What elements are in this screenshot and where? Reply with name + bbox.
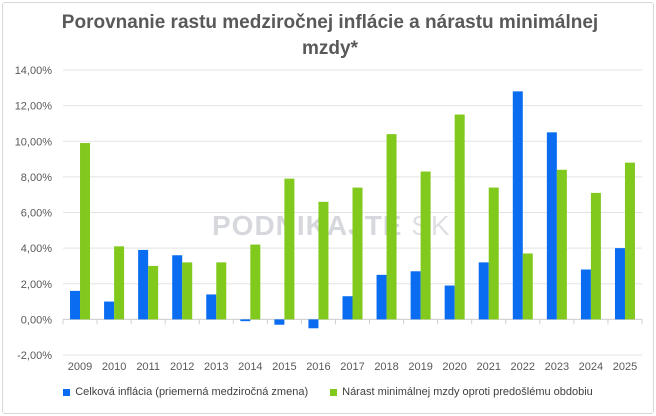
bar-wage-2015 xyxy=(284,178,295,320)
bar-wage-2019 xyxy=(420,171,431,320)
bar-wage-2025 xyxy=(624,162,635,320)
y-tick-label: -2,00% xyxy=(17,350,52,362)
bar-wage-2010 xyxy=(114,246,125,320)
y-tick-label: 14,00% xyxy=(15,65,53,77)
chart-title: Porovnanie rastu medziročnej inflácie a … xyxy=(61,12,599,59)
y-tick-label: 12,00% xyxy=(15,101,53,113)
x-tick-label: 2011 xyxy=(136,361,160,373)
bar-wage-2011 xyxy=(148,265,159,320)
x-tick-label: 2009 xyxy=(68,361,92,373)
y-tick-label: 2,00% xyxy=(21,279,52,291)
bar-inflation-2020 xyxy=(444,285,455,320)
watermark-text: PODNIKAJTE xyxy=(212,210,403,241)
bar-inflation-2019 xyxy=(410,271,421,320)
bar-inflation-2025 xyxy=(614,248,625,320)
x-tick-label: 2020 xyxy=(442,361,466,373)
legend-swatch-inflation xyxy=(63,388,71,396)
bar-inflation-2009 xyxy=(70,290,81,320)
x-tick-label: 2019 xyxy=(408,361,432,373)
bar-inflation-2024 xyxy=(580,269,591,320)
y-tick-label: 8,00% xyxy=(21,172,52,184)
y-tick-label: 4,00% xyxy=(21,243,52,255)
x-tick-label: 2012 xyxy=(170,361,194,373)
y-tick-label: 10,00% xyxy=(15,136,53,148)
legend-label-inflation: Celková inflácia (priemerná medziročná z… xyxy=(75,386,309,398)
bar-wage-2014 xyxy=(250,244,261,320)
x-tick-label: 2018 xyxy=(374,361,398,373)
bar-inflation-2012 xyxy=(172,255,183,320)
bar-wage-2017 xyxy=(352,187,363,320)
bar-wage-2012 xyxy=(182,262,193,320)
bar-wage-2018 xyxy=(386,134,397,320)
y-tick-label: 0,00% xyxy=(21,314,52,326)
bar-inflation-2021 xyxy=(478,262,489,320)
bar-wage-2022 xyxy=(522,253,533,320)
bar-wage-2020 xyxy=(454,114,465,320)
bar-inflation-2013 xyxy=(206,294,217,320)
x-tick-label: 2010 xyxy=(102,361,126,373)
bar-inflation-2023 xyxy=(546,132,557,320)
bar-inflation-2015 xyxy=(274,319,285,325)
bar-inflation-2010 xyxy=(104,301,115,320)
x-tick-label: 2025 xyxy=(613,361,637,373)
y-tick-label: 6,00% xyxy=(21,208,52,220)
bar-inflation-2016 xyxy=(308,319,319,329)
bar-inflation-2017 xyxy=(342,296,353,320)
x-tick-label: 2023 xyxy=(545,361,569,373)
x-tick-label: 2017 xyxy=(340,361,364,373)
x-tick-label: 2016 xyxy=(306,361,330,373)
bar-wage-2009 xyxy=(80,143,91,320)
x-tick-label: 2022 xyxy=(511,361,535,373)
legend-label-wage: Nárast minimálnej mzdy oproti predošlému… xyxy=(342,386,593,398)
bar-inflation-2022 xyxy=(512,91,523,320)
bar-inflation-2014 xyxy=(240,319,251,322)
bar-wage-2021 xyxy=(488,187,499,320)
x-tick-label: 2015 xyxy=(272,361,296,373)
x-tick-label: 2021 xyxy=(476,361,500,373)
bar-wage-2023 xyxy=(556,169,567,320)
bar-inflation-2011 xyxy=(138,249,149,320)
bar-inflation-2018 xyxy=(376,274,387,320)
watermark-logo: PODNIKAJTE SK xyxy=(212,210,451,242)
x-tick-label: 2024 xyxy=(579,361,603,373)
legend-item-wage: Nárast minimálnej mzdy oproti predošlému… xyxy=(330,386,593,398)
legend-swatch-wage xyxy=(330,388,338,396)
bar-wage-2024 xyxy=(590,192,601,320)
x-tick-label: 2013 xyxy=(204,361,228,373)
legend-item-inflation: Celková inflácia (priemerná medziročná z… xyxy=(63,386,308,398)
bar-wage-2013 xyxy=(216,262,227,320)
bar-wage-2016 xyxy=(318,201,329,320)
x-tick-label: 2014 xyxy=(238,361,262,373)
legend: Celková inflácia (priemerná medziročná z… xyxy=(0,386,656,398)
